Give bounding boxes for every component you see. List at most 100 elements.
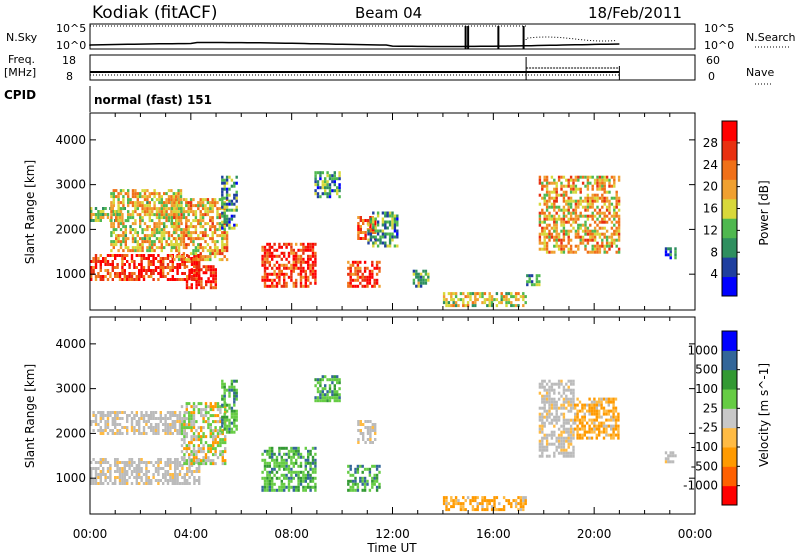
scatter-cell	[351, 278, 355, 282]
scatter-cell	[553, 400, 556, 404]
scatter-cell	[488, 301, 491, 305]
scatter-cell	[369, 232, 373, 236]
scatter-cell	[391, 220, 394, 224]
scatter-cell	[121, 254, 124, 257]
scatter-cell	[141, 231, 144, 235]
scatter-cell	[517, 502, 520, 506]
scatter-cell	[560, 241, 563, 245]
scatter-cell	[299, 470, 303, 474]
scatter-cell	[598, 232, 602, 236]
scatter-cell	[102, 467, 105, 470]
scatter-cell	[562, 211, 566, 215]
scatter-cell	[124, 231, 127, 235]
scatter-cell	[129, 249, 132, 253]
scatter-cell	[209, 219, 212, 223]
scatter-cell	[354, 272, 357, 276]
scatter-cell	[562, 223, 566, 227]
scatter-cell	[225, 220, 229, 224]
scatter-cell	[596, 205, 599, 209]
colorbar-swatch	[722, 427, 737, 448]
scatter-cell	[442, 502, 446, 506]
scatter-cell	[591, 217, 594, 221]
colorbar-swatch	[722, 276, 737, 297]
scatter-cell	[613, 175, 616, 179]
scatter-cell	[285, 284, 288, 288]
scatter-cell	[347, 284, 350, 288]
scatter-cell	[197, 243, 200, 247]
scatter-cell	[543, 217, 546, 221]
scatter-cell	[136, 246, 139, 250]
scatter-cell	[314, 396, 317, 400]
scatter-cell	[541, 211, 544, 215]
scatter-cell	[538, 406, 542, 410]
scatter-cell	[209, 426, 212, 430]
scatter-cell	[581, 205, 585, 209]
scatter-cell	[283, 266, 286, 270]
scatter-cell	[371, 263, 374, 267]
scatter-cell	[225, 178, 229, 182]
scatter-cell	[550, 190, 554, 194]
scatter-cell	[126, 420, 129, 423]
scatter-cell	[614, 418, 618, 422]
scatter-cell	[266, 251, 269, 255]
scatter-cell	[223, 187, 226, 191]
scatter-cell	[495, 304, 499, 308]
scatter-cell	[569, 400, 573, 404]
scatter-cell	[311, 260, 315, 264]
scatter-cell	[557, 391, 561, 395]
scatter-cell	[299, 242, 303, 246]
scatter-cell	[106, 470, 110, 473]
scatter-cell	[349, 473, 352, 477]
scatter-cell	[216, 228, 219, 232]
scatter-cell	[361, 284, 364, 288]
scatter-cell	[452, 499, 455, 503]
scatter-cell	[164, 479, 167, 482]
scatter-cell	[605, 178, 609, 182]
scatter-cell	[190, 426, 193, 430]
scatter-cell	[562, 415, 566, 419]
scatter-cell	[586, 232, 590, 236]
scatter-cell	[162, 473, 165, 476]
scatter-cell	[119, 222, 123, 226]
scatter-cell	[316, 396, 320, 400]
scatter-cell	[598, 424, 601, 428]
scatter-cell	[450, 304, 453, 308]
scatter-cell	[302, 284, 305, 288]
time-tick-label: 20:00	[577, 527, 612, 541]
scatter-cell	[209, 252, 212, 256]
scatter-cell	[302, 245, 305, 249]
scatter-cell	[128, 467, 131, 470]
scatter-cell	[354, 476, 357, 480]
scatter-cell	[263, 479, 267, 483]
scatter-cell	[359, 266, 362, 270]
scatter-cell	[349, 278, 352, 282]
scatter-cell	[304, 446, 307, 450]
scatter-cell	[271, 245, 274, 249]
scatter-cell	[581, 403, 584, 407]
scatter-cell	[92, 479, 95, 482]
scatter-cell	[369, 420, 372, 423]
scatter-cell	[190, 453, 193, 457]
scatter-cell	[500, 301, 503, 305]
scatter-cell	[283, 458, 286, 462]
scatter-cell	[557, 217, 561, 221]
scatter-cell	[550, 382, 554, 386]
scatter-cell	[321, 393, 324, 397]
scatter-cell	[202, 450, 205, 454]
scatter-cell	[603, 235, 606, 239]
scatter-cell	[180, 240, 183, 244]
scatter-cell	[205, 265, 208, 269]
scatter-cell	[271, 455, 274, 459]
scatter-cell	[142, 275, 146, 278]
scatter-cell	[112, 246, 115, 250]
colorbar-swatch	[722, 331, 737, 351]
scatter-cell	[209, 408, 212, 412]
scatter-cell	[230, 427, 234, 431]
scatter-cell	[145, 411, 148, 414]
power-x-ticks	[89, 113, 696, 310]
scatter-cell	[278, 242, 281, 246]
scatter-cell	[173, 204, 176, 208]
scatter-cell	[354, 266, 357, 270]
scatter-cell	[316, 171, 320, 175]
scatter-cell	[366, 278, 369, 282]
